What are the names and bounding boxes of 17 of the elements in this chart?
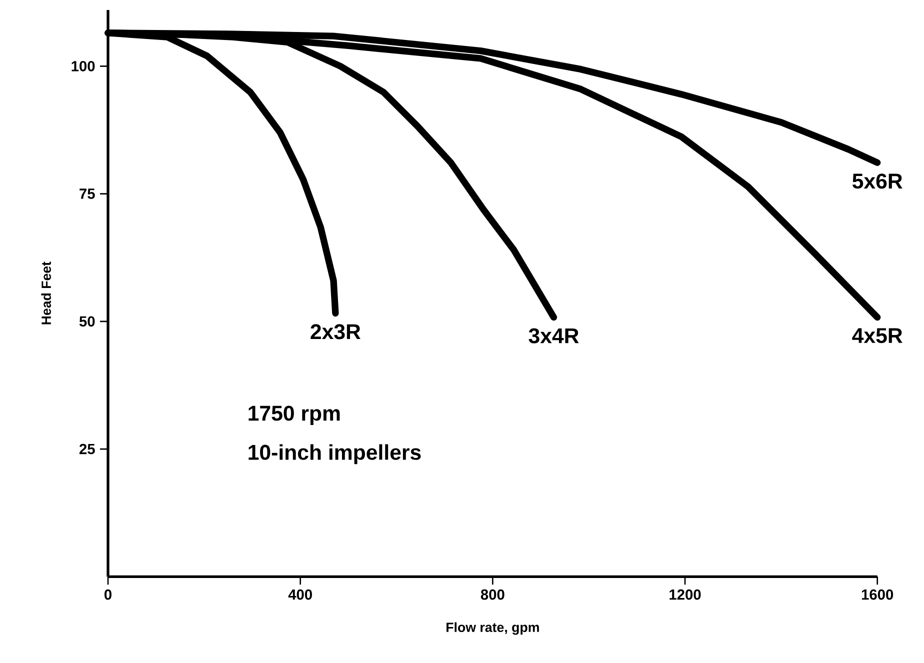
y-tick-label: 75 — [80, 188, 95, 200]
series-label: 2x3R — [310, 324, 360, 340]
x-tick-label: 1600 — [862, 590, 894, 600]
series-label: 3x4R — [528, 328, 579, 344]
annotation: 10-inch impellers — [248, 444, 421, 464]
y-axis-title: Head Feet — [41, 262, 51, 324]
x-axis-title: Flow rate, gpm — [446, 622, 539, 635]
annotation: 1750 rpm — [248, 406, 340, 426]
x-tick-label: 1200 — [670, 590, 701, 600]
y-tick-label: 25 — [79, 444, 95, 454]
x-tick-label: 400 — [288, 590, 312, 600]
y-tick-label: 50 — [79, 316, 95, 327]
series-label: 4x5R — [852, 328, 902, 344]
x-tick-label: 0 — [104, 590, 112, 600]
x-tick-label: 800 — [480, 590, 504, 600]
series-label: 5x6R — [852, 174, 902, 189]
y-tick-label: 100 — [72, 61, 95, 72]
